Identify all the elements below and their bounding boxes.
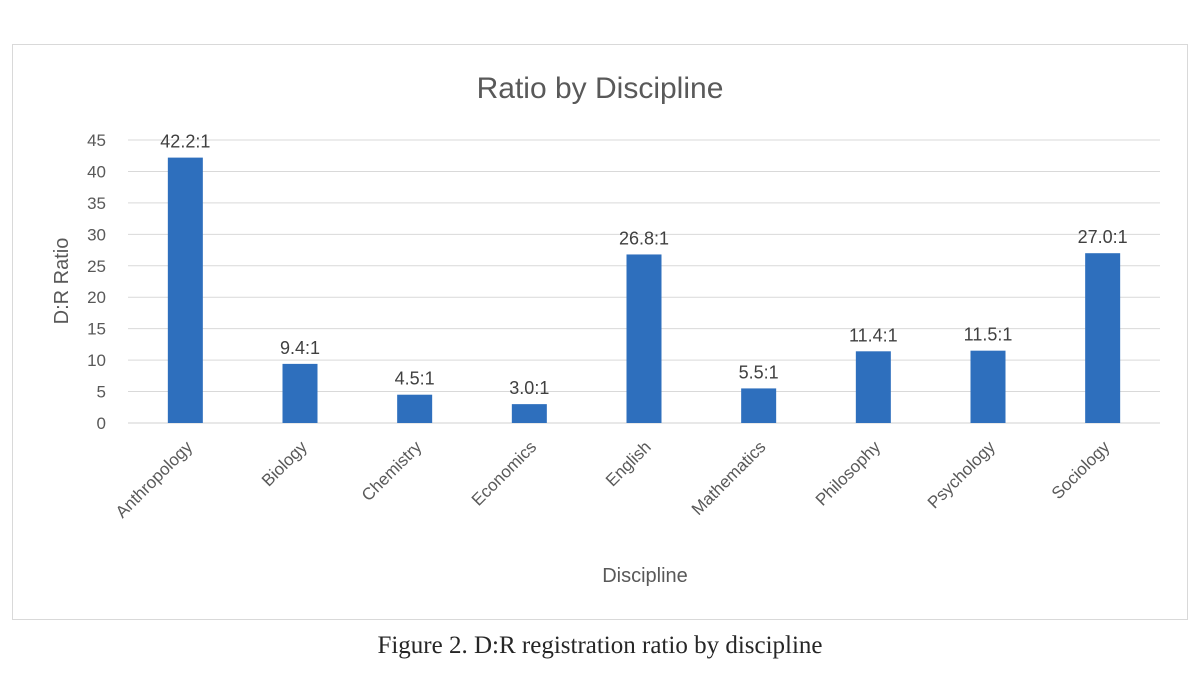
bar — [1085, 253, 1121, 423]
x-tick-label: Mathematics — [688, 437, 770, 519]
bar — [397, 394, 433, 423]
y-tick-label: 35 — [87, 194, 106, 213]
y-tick-label: 5 — [97, 383, 106, 402]
bar — [167, 157, 203, 423]
data-label: 4.5:1 — [395, 369, 435, 389]
bar — [282, 363, 318, 423]
data-label: 5.5:1 — [739, 362, 779, 382]
y-tick-label: 40 — [87, 162, 106, 181]
x-tick-label: Philosophy — [812, 437, 885, 510]
y-axis-ticks: 0 5 10 15 20 25 30 35 40 45 — [87, 131, 106, 433]
x-tick-label: Economics — [468, 437, 540, 509]
data-label: 9.4:1 — [280, 338, 320, 358]
bar — [970, 350, 1006, 423]
y-tick-label: 15 — [87, 320, 106, 339]
bar — [855, 351, 891, 423]
data-labels: 42.2:1 9.4:1 4.5:1 3.0:1 26.8:1 5.5:1 11.4:1 11… — [160, 132, 1127, 399]
data-label: 11.5:1 — [964, 325, 1013, 345]
bar — [741, 388, 777, 423]
y-tick-label: 30 — [87, 225, 106, 244]
data-label: 27.0:1 — [1078, 227, 1128, 247]
y-axis-title: D:R Ratio — [51, 238, 73, 325]
x-axis-title: Discipline — [602, 565, 688, 587]
chart-title: Ratio by Discipline — [477, 72, 724, 105]
x-tick-label: Sociology — [1048, 437, 1114, 503]
bars — [167, 157, 1121, 423]
y-tick-label: 25 — [87, 257, 106, 276]
data-label: 42.2:1 — [160, 132, 210, 152]
y-tick-label: 0 — [97, 414, 106, 433]
y-tick-label: 10 — [87, 351, 106, 370]
x-tick-label: English — [602, 437, 655, 490]
bar — [626, 254, 662, 423]
x-tick-label: Chemistry — [358, 437, 426, 505]
y-tick-label: 20 — [87, 288, 106, 307]
figure-caption: Figure 2. D:R registration ratio by disc… — [377, 632, 823, 659]
x-tick-label: Psychology — [924, 437, 999, 512]
x-tick-label: Biology — [258, 437, 311, 490]
bar — [511, 404, 547, 423]
data-label: 26.8:1 — [619, 228, 669, 248]
data-label: 11.4:1 — [849, 325, 898, 345]
x-tick-label: Anthropology — [112, 437, 197, 522]
x-axis-ticks: Anthropology Biology Chemistry Economics Eng… — [112, 437, 1114, 522]
y-tick-label: 45 — [87, 131, 106, 150]
data-label: 3.0:1 — [509, 378, 549, 398]
